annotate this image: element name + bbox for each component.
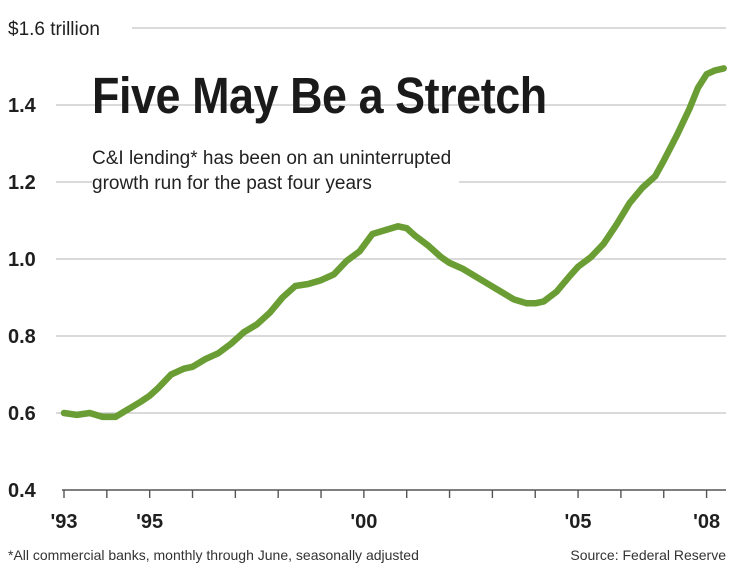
y-tick-label: 1.4 [8, 95, 37, 117]
y-unit-label: $1.6 trillion [8, 19, 100, 40]
x-tick-label: '05 [565, 511, 592, 533]
y-tick-label: 0.8 [8, 326, 36, 348]
x-tick-label: '00 [350, 511, 377, 533]
data-series [60, 65, 727, 421]
x-tick-label: '93 [50, 511, 77, 533]
y-tick-label: 1.2 [8, 172, 36, 194]
chart-title: Five May Be a Stretch [92, 67, 547, 124]
subtitle-line-1: C&I lending* has been on an uninterrupte… [92, 146, 452, 171]
subtitle-line-2: growth run for the past four years [92, 171, 452, 196]
x-tick-label: '08 [693, 511, 720, 533]
y-tick-label: 0.4 [8, 480, 37, 502]
y-tick-labels: $1.6 trillion 1.4 1.2 1.0 0.8 0.6 0.4 [8, 19, 100, 502]
chart-subtitle: C&I lending* has been on an uninterrupte… [92, 146, 460, 196]
x-axis [62, 489, 726, 498]
source-note: Source: Federal Reserve [570, 547, 726, 563]
x-tick-label: '95 [136, 511, 163, 533]
y-tick-label: 1.0 [8, 249, 36, 271]
footnote: *All commercial banks, monthly through J… [8, 547, 419, 563]
x-tick-labels: '93 '95 '00 '05 '08 [50, 511, 720, 533]
y-tick-label: 0.6 [8, 403, 36, 425]
series-line-c-and-i-lending [60, 65, 727, 421]
